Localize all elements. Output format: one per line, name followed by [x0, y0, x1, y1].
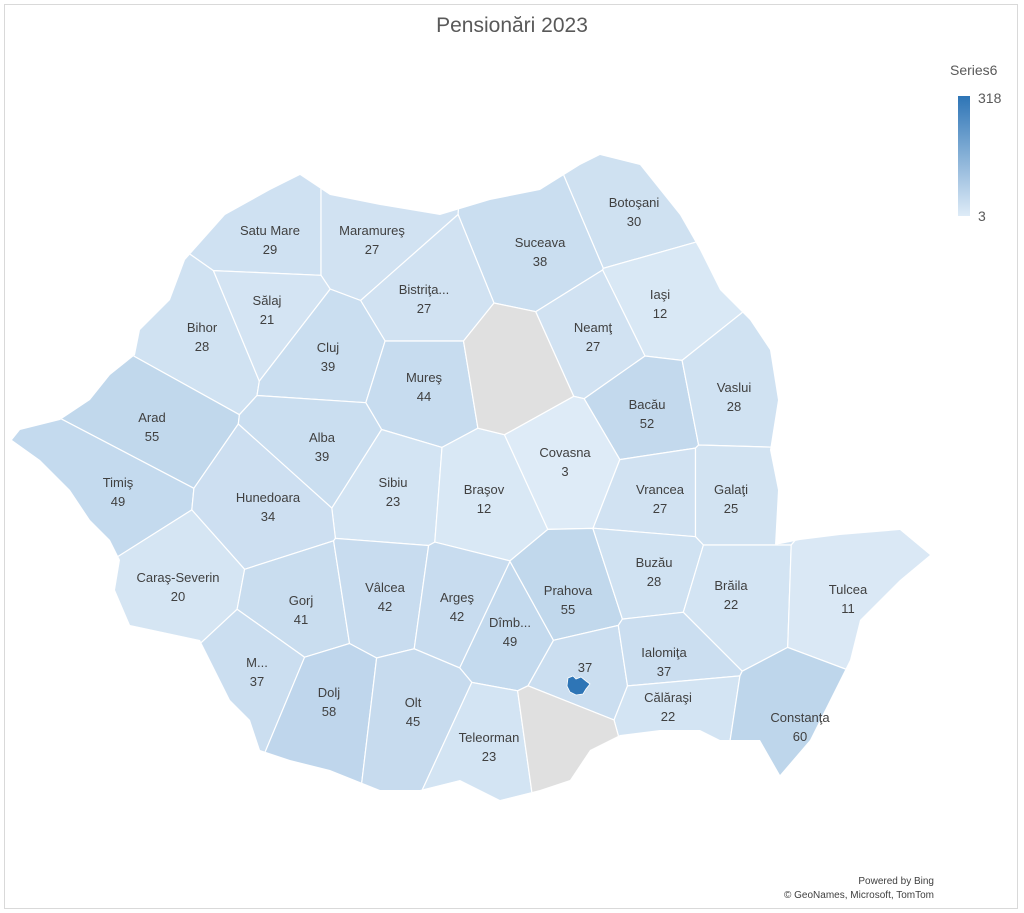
county-region[interactable]	[712, 646, 1024, 850]
county-value: 30	[627, 214, 641, 229]
county-name: Covasna	[539, 445, 591, 460]
county-name: Dolj	[318, 685, 341, 700]
county-name: M...	[246, 655, 268, 670]
county-name: Sălaj	[253, 293, 282, 308]
county-name: Gorj	[289, 593, 314, 608]
county-name: Argeş	[440, 590, 474, 605]
county-value: 44	[417, 389, 431, 404]
county-value: 45	[406, 714, 420, 729]
county-name: Ialomiţa	[641, 645, 687, 660]
county-value: 42	[378, 599, 392, 614]
bucharest-region[interactable]	[566, 675, 591, 696]
county-value: 37	[250, 674, 264, 689]
county-name: Buzău	[636, 555, 673, 570]
county-value: 41	[294, 612, 308, 627]
county-value: 39	[315, 449, 329, 464]
county-name: Sibiu	[379, 475, 408, 490]
legend-color-scale	[958, 96, 970, 216]
county-value: 27	[365, 242, 379, 257]
county-value: 11	[841, 601, 855, 616]
legend-title: Series6	[950, 62, 998, 78]
county-name: Arad	[138, 410, 165, 425]
county-name: Mureş	[406, 370, 443, 385]
county-name: Olt	[405, 695, 422, 710]
copyright: © GeoNames, Microsoft, TomTom	[784, 890, 934, 901]
county-value: 55	[145, 429, 159, 444]
county-region[interactable]	[0, 608, 306, 850]
county-name: Suceava	[515, 235, 566, 250]
county-value: 23	[386, 494, 400, 509]
county-value: 37	[578, 660, 592, 675]
county-value: 29	[263, 242, 277, 257]
county-value: 34	[261, 509, 275, 524]
county-name: Neamţ	[574, 320, 613, 335]
county-value: 37	[657, 664, 671, 679]
county-name: Tulcea	[829, 582, 868, 597]
county-name: Vrancea	[636, 482, 685, 497]
county-name: Brăila	[714, 578, 748, 593]
county-value: 52	[640, 416, 654, 431]
county-name: Timiş	[103, 475, 134, 490]
county-name: Călăraşi	[644, 690, 692, 705]
chart-title: Pensionări 2023	[436, 14, 588, 37]
county-value: 23	[482, 749, 496, 764]
county-region[interactable]	[0, 509, 246, 830]
county-value: 38	[533, 254, 547, 269]
county-value: 28	[727, 399, 741, 414]
county-region[interactable]	[530, 100, 1024, 270]
county-value: 12	[653, 306, 667, 321]
county-name: Teleorman	[459, 730, 520, 745]
county-name: Bistriţa...	[399, 282, 450, 297]
county-name: Braşov	[464, 482, 505, 497]
county-name: Vaslui	[717, 380, 752, 395]
legend-min: 3	[978, 208, 986, 224]
county-name: Bacău	[629, 397, 666, 412]
county-name: Dîmb...	[489, 615, 531, 630]
county-value: 3	[561, 464, 568, 479]
county-value: 27	[417, 301, 431, 316]
county-value: 60	[793, 729, 807, 744]
county-value: 28	[647, 574, 661, 589]
legend-max: 318	[978, 90, 1002, 106]
county-value: 20	[171, 589, 185, 604]
county-name: Constanţa	[770, 710, 830, 725]
county-name: Iaşi	[650, 287, 670, 302]
county-value: 42	[450, 609, 464, 624]
county-value: 39	[321, 359, 335, 374]
county-name: Botoşani	[609, 195, 660, 210]
county-value: 22	[724, 597, 738, 612]
county-name: Caraş-Severin	[136, 570, 219, 585]
county-value: 55	[561, 602, 575, 617]
powered-by: Powered by Bing	[858, 876, 934, 887]
county-name: Alba	[309, 430, 336, 445]
county-name: Vâlcea	[365, 580, 406, 595]
county-name: Cluj	[317, 340, 340, 355]
county-value: 22	[661, 709, 675, 724]
county-name: Prahova	[544, 583, 593, 598]
county-value: 25	[724, 501, 738, 516]
county-value: 49	[111, 494, 125, 509]
county-value: 49	[503, 634, 517, 649]
county-name: Galaţi	[714, 482, 748, 497]
county-value: 21	[260, 312, 274, 327]
county-name: Satu Mare	[240, 223, 300, 238]
county-name: Hunedoara	[236, 490, 301, 505]
county-value: 12	[477, 501, 491, 516]
county-value: 27	[653, 501, 667, 516]
county-value: 27	[586, 339, 600, 354]
county-value: 28	[195, 339, 209, 354]
chart-area	[4, 4, 1018, 909]
county-name: Maramureş	[339, 223, 405, 238]
county-name: Bihor	[187, 320, 218, 335]
county-value: 58	[322, 704, 336, 719]
no-data-region[interactable]	[462, 302, 575, 436]
